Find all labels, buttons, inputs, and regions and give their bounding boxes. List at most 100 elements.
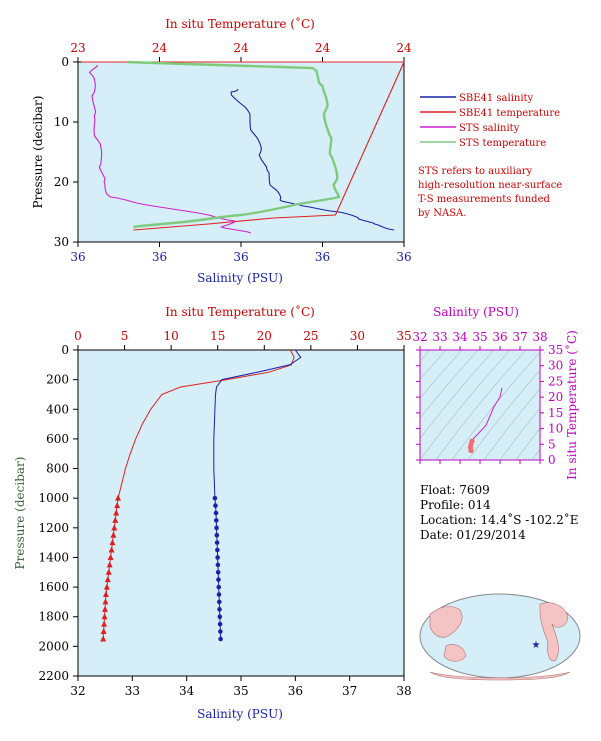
bottom-pres-tick-label: 0 [61, 343, 69, 357]
ts-plot-area [419, 349, 541, 461]
info-date: Date: 01/29/2014 [420, 528, 526, 542]
temperature-point [109, 539, 116, 546]
bottom-temp-tick-label: 25 [303, 329, 318, 343]
legend-note-line-2: high-resolution near-surface [418, 180, 562, 191]
map-land-asia [429, 606, 463, 638]
top-salinity-ticks: 36 36 36 36 36 [70, 242, 412, 264]
legend-note-line-4: by NASA. [418, 208, 466, 219]
bottom-pres-tick-label: 1000 [38, 491, 69, 505]
bottom-sal-tick-label: 37 [342, 684, 357, 698]
ts-sal-tick-label: 34 [452, 330, 468, 344]
top-sal-tick-label: 36 [233, 250, 248, 264]
top-sal-tick-label: 36 [152, 250, 167, 264]
top-pressure-axis-label: Pressure (decibar) [31, 96, 45, 209]
bottom-sal-tick-label: 36 [288, 684, 303, 698]
bottom-pressure-axis-label: Pressure (decibar) [13, 457, 27, 570]
top-sal-tick-label: 36 [315, 250, 330, 264]
bottom-pres-tick-label: 1800 [38, 610, 69, 624]
density-contour [580, 350, 601, 460]
bottom-series [100, 349, 302, 642]
world-map: ★ [419, 593, 581, 681]
top-temperature-ticks: 23 24 24 24 24 [70, 41, 412, 62]
ts-diagram-panel: Salinity (PSU) 32 33 34 35 36 37 38 0 510 15 20 25… [412, 305, 601, 480]
bottom-pres-tick-label: 1400 [38, 550, 69, 564]
salinity-point [215, 562, 221, 568]
density-contour [515, 427, 540, 460]
temperature-point [112, 516, 119, 523]
bottom-pres-tick-label: 2200 [38, 669, 69, 683]
top-temp-tick-label: 23 [70, 41, 85, 55]
density-contour [596, 350, 601, 460]
ts-temp-tick-label: 10 [548, 422, 563, 436]
salinity-point [214, 532, 220, 538]
bottom-sal-tick-label: 35 [233, 684, 248, 698]
top-pres-tick-label: 0 [61, 55, 69, 69]
bottom-pressure-ticks: 0 200 400 600 800 1000 1200 1400 1600 1800 2000 220… [38, 343, 78, 683]
density-contour [420, 350, 511, 460]
salinity-point [216, 584, 222, 590]
top-pres-tick-label: 10 [54, 115, 69, 129]
legend-label-sbe41-salinity: SBE41 salinity [459, 93, 534, 104]
bottom-salinity-ticks: 32 33 34 35 36 37 38 [70, 676, 412, 698]
temperature-point [100, 628, 107, 635]
density-contour [420, 350, 495, 439]
density-contour [467, 369, 540, 460]
top-pressure-ticks: 0 10 20 30 [54, 55, 78, 249]
top-series [81, 60, 405, 234]
legend-note-line-1: STS refers to auxiliary [418, 166, 533, 177]
ts-sal-tick-label: 38 [532, 330, 547, 344]
top-temp-tick-label: 24 [152, 41, 168, 55]
temperature-point [101, 620, 108, 627]
temperature-point [105, 568, 112, 575]
salinity-point [216, 599, 222, 605]
temperature-line [117, 349, 295, 499]
salinity-point [217, 607, 222, 612]
ts-temp-tick-label: 30 [548, 359, 563, 373]
temperature-point [104, 576, 111, 583]
bottom-sal-tick-label: 33 [125, 684, 140, 698]
bottom-temp-tick-label: 0 [74, 329, 82, 343]
legend-label-sts-salinity: STS salinity [459, 123, 520, 134]
bottom-sal-tick-label: 38 [396, 684, 411, 698]
full-profile-panel: In situ Temperature (˚C) 0 5 10 15 20 25 30 35 … [13, 304, 412, 721]
temperature-point [114, 502, 121, 509]
top-salinity-axis-label: Salinity (PSU) [197, 271, 283, 285]
bottom-temp-tick-label: 15 [210, 329, 225, 343]
bottom-pres-tick-label: 400 [46, 402, 69, 416]
density-contour [420, 350, 447, 380]
info-location: Location: 14.4˚S -102.2˚E [420, 512, 578, 527]
bottom-temp-tick-label: 35 [396, 329, 411, 343]
salinity-point [213, 518, 219, 523]
density-contour [483, 388, 540, 460]
ts-sal-tick-label: 33 [432, 330, 447, 344]
ts-sal-tick-label: 36 [492, 330, 507, 344]
salinity-point [215, 547, 220, 553]
salinity-point [217, 621, 223, 627]
ts-series [467, 387, 503, 454]
bottom-pres-tick-label: 1600 [38, 580, 69, 594]
legend-label-sbe41-temperature: SBE41 temperature [459, 108, 560, 119]
salinity-point [216, 577, 221, 582]
bottom-pres-tick-label: 600 [46, 432, 69, 446]
sts-temperature-line [126, 60, 341, 229]
bottom-temperature-axis-label: In situ Temperature (˚C) [165, 304, 315, 319]
bottom-pres-tick-label: 200 [46, 373, 69, 387]
ts-sal-tick-label: 37 [512, 330, 527, 344]
map-land-americas [539, 602, 569, 662]
map-land-australia [443, 644, 467, 662]
sbe41-temperature-line [81, 61, 405, 231]
float-info: Float: 7609 Profile: 014 Location: 14.4˚… [420, 483, 578, 542]
density-contour [435, 350, 527, 460]
near-surface-panel: In situ Temperature (˚C) 23 24 24 24 24 36 36… [31, 16, 412, 285]
bottom-sal-tick-label: 32 [70, 684, 85, 698]
temperature-point [113, 509, 120, 516]
salinity-point [213, 510, 219, 516]
salinity-point [212, 495, 218, 501]
legend: SBE41 salinity SBE41 temperature STS sal… [418, 93, 562, 219]
density-contour [420, 350, 463, 399]
salinity-point [214, 540, 220, 545]
bottom-temp-tick-label: 30 [350, 329, 365, 343]
salinity-point [217, 614, 223, 620]
top-plot-area [77, 61, 405, 243]
